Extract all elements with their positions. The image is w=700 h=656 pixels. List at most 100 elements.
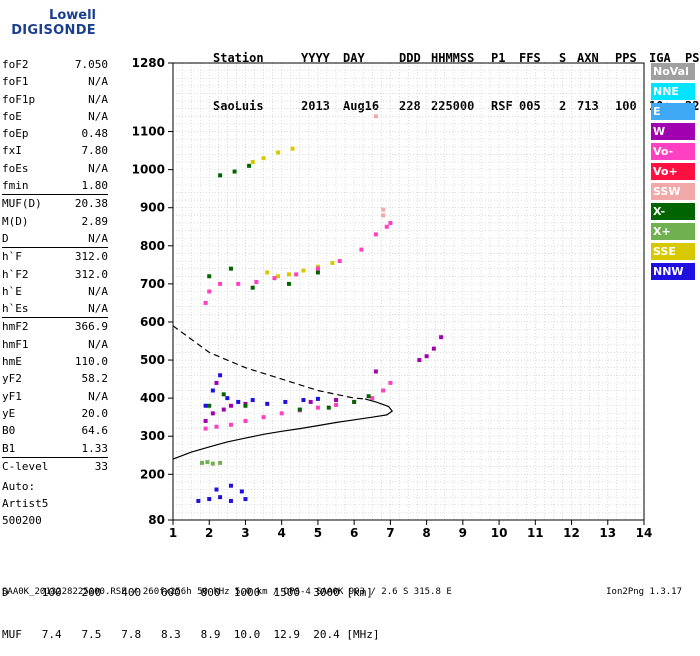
parameter-row: foE N/A bbox=[2, 108, 108, 125]
echo-point bbox=[417, 358, 422, 363]
parameter-value: 7.050 bbox=[74, 58, 108, 71]
parameter-divider bbox=[2, 194, 108, 196]
x-tick-label: 11 bbox=[527, 526, 544, 540]
echo-point bbox=[283, 399, 288, 404]
legend-entry-nnw: NNW bbox=[651, 263, 695, 280]
parameter-row: yF1 N/A bbox=[2, 388, 108, 405]
echo-point bbox=[221, 407, 226, 412]
echo-point bbox=[290, 146, 295, 151]
parameter-name: foEp bbox=[2, 127, 29, 141]
legend-entry-nne: NNE bbox=[651, 83, 695, 100]
parameter-name: hmF1 bbox=[2, 337, 29, 351]
echo-point bbox=[218, 173, 223, 178]
parameter-row: MUF(D) 20.38 bbox=[2, 195, 108, 212]
echo-point bbox=[210, 388, 215, 393]
y-tick-label: 1280 bbox=[132, 56, 165, 70]
echo-point bbox=[301, 398, 306, 403]
echo-point bbox=[424, 354, 429, 359]
parameter-name: hmF2 bbox=[2, 320, 29, 334]
legend-entry-x: X- bbox=[651, 203, 695, 220]
echo-point bbox=[384, 224, 389, 229]
parameter-panel: foF2 7.050 foF1 N/A foF1p N/A foE N/A foEp 0.48 fx… bbox=[2, 56, 108, 475]
echo-point bbox=[315, 270, 320, 275]
echo-point bbox=[228, 403, 233, 408]
parameter-value: N/A bbox=[88, 75, 108, 89]
parameter-value: 20.38 bbox=[74, 197, 108, 211]
echo-point bbox=[381, 207, 386, 212]
echo-point bbox=[218, 281, 223, 286]
parameter-divider bbox=[2, 317, 108, 319]
echo-point bbox=[334, 402, 339, 407]
y-tick-label: 200 bbox=[140, 467, 165, 481]
echo-point bbox=[373, 114, 378, 119]
y-tick-label: 500 bbox=[140, 353, 165, 367]
echo-point bbox=[373, 232, 378, 237]
echo-point bbox=[232, 169, 237, 174]
echo-point bbox=[254, 279, 259, 284]
header-labels: Station YYYY DAY DDD HHMMSS P1 FFS S AXN PPS IGA PS bbox=[213, 50, 699, 66]
y-tick-label: 600 bbox=[140, 315, 165, 329]
header-label: PPS bbox=[615, 51, 637, 65]
header-label: AXN bbox=[577, 51, 599, 65]
parameter-value: 312.0 bbox=[74, 267, 108, 281]
echo-point bbox=[250, 160, 255, 165]
parameter-row: foF1 N/A bbox=[2, 73, 108, 90]
legend-entry-vo: Vo- bbox=[651, 143, 695, 160]
parameter-row: foEp 0.48 bbox=[2, 125, 108, 142]
y-tick-label: 1000 bbox=[132, 163, 165, 177]
echo-point bbox=[352, 399, 357, 404]
auto-line: Artist5 bbox=[2, 497, 49, 510]
header-label: DDD bbox=[399, 51, 421, 65]
header-label: IGA bbox=[649, 51, 671, 65]
parameter-value: 312.0 bbox=[74, 250, 108, 264]
parameter-row: foF2 7.050 bbox=[2, 56, 108, 73]
echo-point bbox=[218, 495, 223, 500]
auto-line: Auto: bbox=[2, 480, 36, 493]
header-label: PS bbox=[685, 51, 700, 65]
parameter-row: h`F 312.0 bbox=[2, 248, 108, 265]
echo-point bbox=[308, 399, 313, 404]
parameter-value: 2.89 bbox=[81, 214, 109, 228]
parameter-value: N/A bbox=[88, 389, 108, 403]
parameter-row: yE 20.0 bbox=[2, 405, 108, 422]
header-value: 228 bbox=[399, 99, 421, 113]
echo-point bbox=[439, 335, 444, 340]
echo-point bbox=[250, 285, 255, 290]
echo-point bbox=[326, 405, 331, 410]
y-tick-label: 400 bbox=[140, 391, 165, 405]
echo-point bbox=[315, 396, 320, 401]
y-tick-label: 1100 bbox=[132, 125, 165, 139]
echo-point bbox=[218, 460, 223, 465]
parameter-value: 64.6 bbox=[81, 424, 109, 438]
muf-row: MUF 7.4 7.5 7.8 8.3 8.9 10.0 12.9 20.4 [… bbox=[2, 628, 380, 641]
echo-point bbox=[243, 418, 248, 423]
polarization-legend: NoVal NNE E W Vo- Vo+ SSW X- X+ SSE NNW bbox=[651, 63, 695, 283]
echo-point bbox=[334, 398, 339, 403]
echo-point bbox=[315, 266, 320, 271]
parameter-divider bbox=[2, 247, 108, 249]
echo-point bbox=[228, 483, 233, 488]
echo-point bbox=[250, 398, 255, 403]
autoscaling-info: Auto: Artist5 500200 bbox=[2, 478, 48, 529]
header-value: 713 bbox=[577, 99, 599, 113]
x-tick-label: 8 bbox=[422, 526, 430, 540]
echo-point bbox=[265, 270, 270, 275]
plot-frame bbox=[172, 62, 645, 521]
y-tick-label: 800 bbox=[140, 239, 165, 253]
parameter-value: 20.0 bbox=[81, 406, 109, 420]
echo-point bbox=[381, 213, 386, 218]
parameter-row: B1 1.33 bbox=[2, 440, 108, 457]
parameter-row: h`E N/A bbox=[2, 283, 108, 300]
profile-dashed-line bbox=[172, 325, 366, 400]
echo-point bbox=[203, 426, 208, 431]
logo-line2: DIGISONDE bbox=[11, 23, 96, 38]
echo-point bbox=[261, 156, 266, 161]
parameter-row: hmF2 366.9 bbox=[2, 318, 108, 335]
header-label: S bbox=[559, 51, 567, 65]
legend-entry-noval: NoVal bbox=[651, 63, 695, 80]
echo-point bbox=[431, 346, 436, 351]
x-tick-label: 10 bbox=[491, 526, 508, 540]
echo-point bbox=[286, 272, 291, 277]
echo-point bbox=[236, 399, 241, 404]
parameter-name: hmE bbox=[2, 355, 22, 369]
